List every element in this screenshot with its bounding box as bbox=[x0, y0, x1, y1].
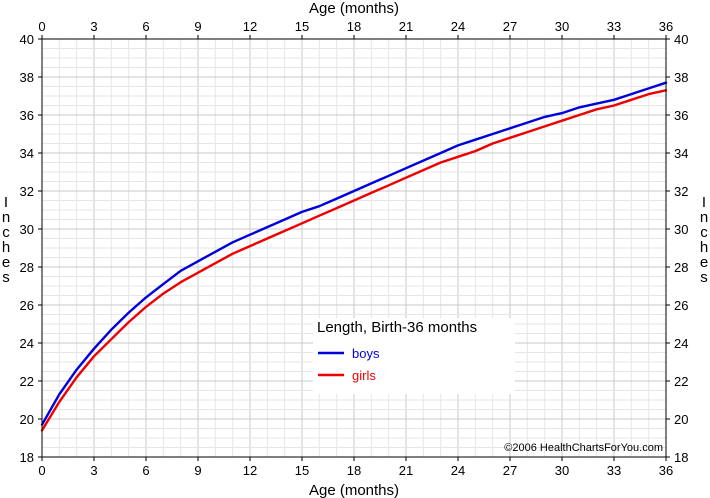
x-tick-label-top: 12 bbox=[243, 19, 257, 34]
y-tick-label-right: 28 bbox=[674, 260, 688, 275]
x-tick-label-top: 27 bbox=[503, 19, 517, 34]
y-tick-label-right: 24 bbox=[674, 336, 688, 351]
y-tick-label-left: 26 bbox=[20, 298, 34, 313]
y-tick-label-left: 34 bbox=[20, 146, 34, 161]
series-line-boys bbox=[40, 81, 668, 426]
y-axis-title-letter: h bbox=[2, 239, 10, 256]
x-tick-label-top: 30 bbox=[555, 19, 569, 34]
x-tick-label-top: 3 bbox=[90, 19, 97, 34]
x-tick-label-top: 33 bbox=[607, 19, 621, 34]
y-axis-title-letter: c bbox=[700, 224, 708, 241]
x-tick-label-bottom: 36 bbox=[659, 463, 673, 478]
x-tick-label-bottom: 27 bbox=[503, 463, 517, 478]
legend-label-boys: boys bbox=[352, 346, 380, 361]
y-axis-title-letter: s bbox=[700, 269, 708, 286]
x-tick-label-bottom: 0 bbox=[38, 463, 45, 478]
y-tick-label-left: 30 bbox=[20, 222, 34, 237]
y-tick-label-left: 36 bbox=[20, 108, 34, 123]
y-axis-title-letter: s bbox=[2, 269, 10, 286]
x-tick-label-bottom: 9 bbox=[194, 463, 201, 478]
x-tick-label-top: 6 bbox=[142, 19, 149, 34]
y-tick-label-right: 38 bbox=[674, 70, 688, 85]
x-tick-label-bottom: 6 bbox=[142, 463, 149, 478]
x-tick-label-bottom: 24 bbox=[451, 463, 465, 478]
series-lines bbox=[40, 81, 668, 432]
y-axis-title-letter: e bbox=[700, 254, 708, 271]
y-tick-label-right: 30 bbox=[674, 222, 688, 237]
y-tick-label-right: 32 bbox=[674, 184, 688, 199]
y-tick-label-left: 18 bbox=[20, 450, 34, 465]
legend-label-girls: girls bbox=[352, 368, 376, 383]
x-tick-label-bottom: 3 bbox=[90, 463, 97, 478]
axis-ticks: 0033669912121515181821212424272730303333… bbox=[20, 19, 689, 478]
plot-area-frame bbox=[41, 38, 667, 458]
y-tick-label-left: 24 bbox=[20, 336, 34, 351]
y-tick-label-left: 38 bbox=[20, 70, 34, 85]
y-tick-label-left: 32 bbox=[20, 184, 34, 199]
x-tick-label-top: 18 bbox=[347, 19, 361, 34]
legend: Length, Birth-36 months boys girls bbox=[313, 318, 515, 394]
x-tick-label-top: 24 bbox=[451, 19, 465, 34]
x-tick-label-top: 36 bbox=[659, 19, 673, 34]
y-axis-title-letter: n bbox=[2, 209, 10, 226]
y-axis-title-letter: I bbox=[4, 194, 8, 211]
y-tick-label-left: 40 bbox=[20, 32, 34, 47]
x-tick-label-bottom: 15 bbox=[295, 463, 309, 478]
x-tick-label-bottom: 21 bbox=[399, 463, 413, 478]
y-axis-title-letter: n bbox=[700, 209, 708, 226]
y-tick-label-left: 20 bbox=[20, 412, 34, 427]
legend-title: Length, Birth-36 months bbox=[317, 319, 477, 336]
x-tick-label-bottom: 30 bbox=[555, 463, 569, 478]
y-tick-label-left: 28 bbox=[20, 260, 34, 275]
y-axis-title-letter: c bbox=[2, 224, 10, 241]
series-line-girls bbox=[40, 89, 668, 432]
x-tick-label-bottom: 18 bbox=[347, 463, 361, 478]
x-tick-label-bottom: 12 bbox=[243, 463, 257, 478]
y-tick-label-right: 22 bbox=[674, 374, 688, 389]
x-axis-title-top: Age (months) bbox=[309, 0, 399, 17]
x-tick-label-bottom: 33 bbox=[607, 463, 621, 478]
y-tick-label-left: 22 bbox=[20, 374, 34, 389]
y-tick-label-right: 26 bbox=[674, 298, 688, 313]
x-axis-title-bottom: Age (months) bbox=[309, 482, 399, 498]
x-tick-label-top: 9 bbox=[194, 19, 201, 34]
y-tick-label-right: 40 bbox=[674, 32, 688, 47]
y-tick-label-right: 34 bbox=[674, 146, 688, 161]
y-tick-label-right: 36 bbox=[674, 108, 688, 123]
x-tick-label-top: 21 bbox=[399, 19, 413, 34]
y-tick-label-right: 20 bbox=[674, 412, 688, 427]
x-tick-label-top: 0 bbox=[38, 19, 45, 34]
y-axis-title-letter: h bbox=[700, 239, 708, 256]
y-axis-title-letter: I bbox=[702, 194, 706, 211]
legend-background bbox=[313, 318, 515, 394]
y-axis-title-letter: e bbox=[2, 254, 10, 271]
copyright-notice: ©2006 HealthChartsForYou.com bbox=[504, 442, 663, 454]
x-tick-label-top: 15 bbox=[295, 19, 309, 34]
y-tick-label-right: 18 bbox=[674, 450, 688, 465]
